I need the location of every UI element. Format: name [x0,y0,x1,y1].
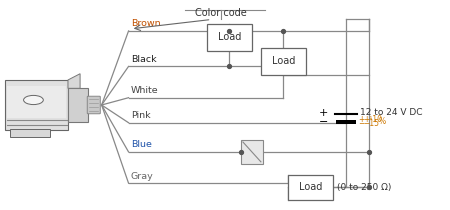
Text: Pink: Pink [131,111,150,120]
Bar [336,120,356,124]
Bar [207,24,252,51]
FancyBboxPatch shape [87,96,100,114]
Bar [9,129,50,137]
Polygon shape [68,74,80,88]
Circle shape [23,95,43,105]
Text: White: White [131,86,158,95]
Text: %: % [378,117,386,126]
Text: Brown: Brown [131,20,160,28]
FancyBboxPatch shape [5,80,68,130]
Text: Load: Load [298,182,322,192]
Text: Color code: Color code [195,8,247,18]
Text: +: + [319,108,328,118]
Bar [241,140,263,164]
Text: −: − [319,117,328,127]
FancyBboxPatch shape [68,88,88,122]
Text: +: + [358,115,364,124]
Bar [288,175,333,200]
Text: Gray: Gray [131,172,153,181]
Text: Load: Load [272,56,295,66]
Text: (0 to 250 Ω): (0 to 250 Ω) [337,183,392,192]
Text: −15: −15 [363,119,379,128]
Text: −: − [358,119,364,128]
Text: +¹10: +¹10 [363,115,382,124]
Text: Black: Black [131,55,157,64]
Text: Load: Load [218,32,241,42]
Bar [261,48,306,75]
Text: Blue: Blue [131,140,152,150]
FancyBboxPatch shape [7,86,66,118]
Text: 12 to 24 V DC: 12 to 24 V DC [360,108,422,117]
